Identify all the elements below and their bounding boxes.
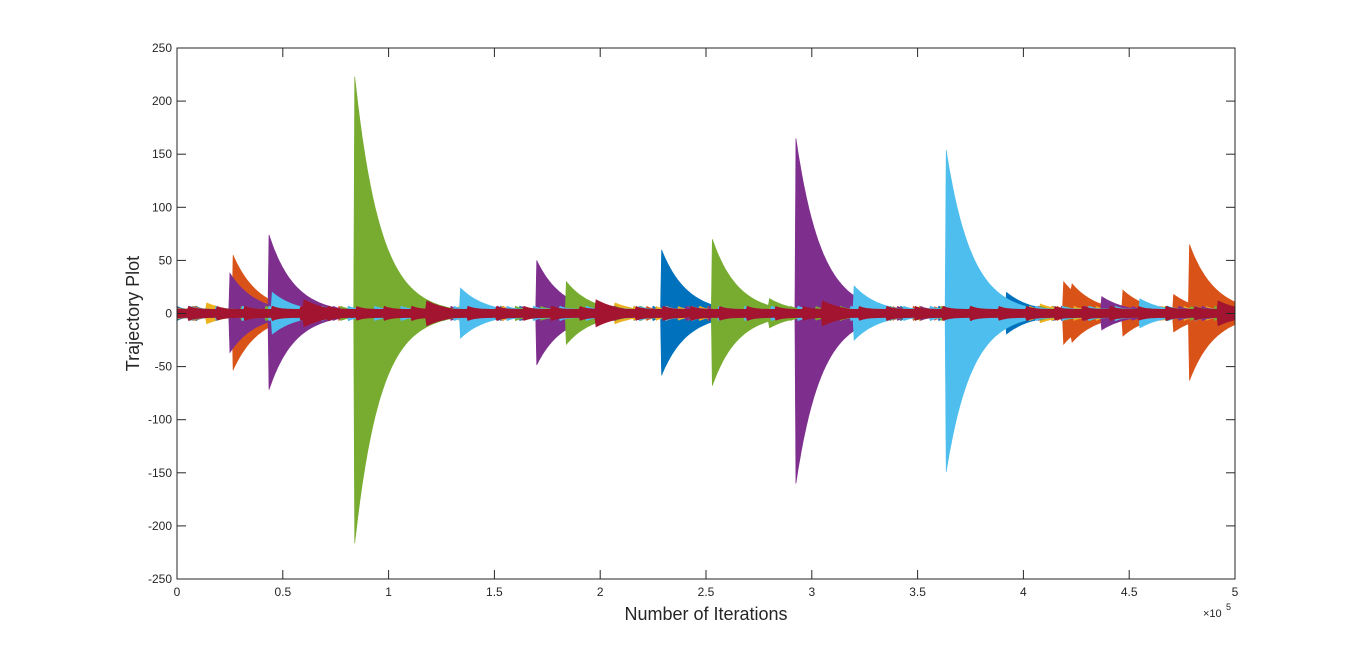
x-tick-label: 2: [597, 585, 604, 599]
x-tick-label: 1: [385, 585, 392, 599]
x-tick-label: 0.5: [274, 585, 291, 599]
y-tick-label: 100: [152, 200, 172, 214]
x-tick-label: 2.5: [698, 585, 715, 599]
series-7-trajectory: [177, 299, 1235, 328]
y-tick-label: 0: [165, 307, 172, 321]
plot-area: [177, 76, 1235, 544]
x-tick-label: 0: [174, 585, 181, 599]
y-tick-label: -50: [155, 360, 173, 374]
y-tick-label: 50: [159, 253, 173, 267]
ticks: 0 0.5 1 1.5 2 2.5 3 3.5 4 4.5 5 250 200 150 100 50 0 -50 -…: [148, 41, 1239, 599]
y-tick-label: -200: [148, 519, 172, 533]
x-exponent-power: 5: [1226, 602, 1231, 612]
y-tick-label: -100: [148, 413, 172, 427]
y-tick-label: 150: [152, 147, 172, 161]
y-tick-label: -150: [148, 466, 172, 480]
y-tick-label: 200: [152, 94, 172, 108]
y-tick-label: 250: [152, 41, 172, 55]
y-tick-label: -250: [148, 572, 172, 586]
x-tick-label: 4: [1020, 585, 1027, 599]
x-tick-label: 1.5: [486, 585, 503, 599]
x-tick-label: 4.5: [1121, 585, 1138, 599]
x-axis-label: Number of Iterations: [624, 604, 787, 624]
x-exponent-base: ×10: [1203, 608, 1222, 620]
y-axis-label: Trajectory Plot: [123, 256, 143, 371]
x-tick-label: 3: [808, 585, 815, 599]
x-tick-label: 5: [1232, 585, 1239, 599]
x-axis-exponent: ×10 5: [1203, 602, 1231, 620]
x-tick-label: 3.5: [909, 585, 926, 599]
